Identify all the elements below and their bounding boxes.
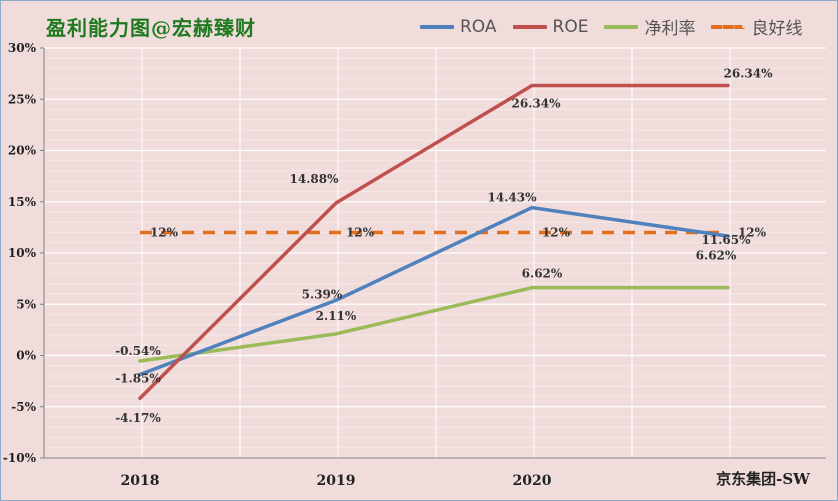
company-label: 京东集团-SW: [716, 470, 810, 488]
data-label: 6.62%: [522, 267, 563, 281]
data-label: 14.88%: [290, 172, 340, 186]
data-label: 12%: [150, 226, 179, 240]
series-line-净利率: [138, 285, 730, 363]
chart-title: 盈利能力图@宏赫臻财: [46, 16, 256, 40]
series-line-ROE: [138, 83, 730, 400]
legend-label-roa: ROA: [460, 16, 497, 37]
y-tick-label: 30%: [8, 41, 37, 55]
x-tick-label: 2019: [317, 473, 356, 489]
y-tick-label: -10%: [3, 451, 37, 465]
data-label: -4.17%: [115, 411, 161, 425]
y-tick-label: 15%: [8, 195, 37, 209]
data-label: 12%: [542, 226, 571, 240]
legend-item-roe: ROE: [512, 16, 589, 37]
series-line-ROA: [138, 205, 730, 377]
data-label: -1.85%: [115, 371, 161, 385]
data-label: 12%: [738, 226, 767, 240]
data-label: 11.65%: [702, 233, 752, 247]
legend-swatch-net-margin: [604, 24, 639, 29]
data-label: 26.34%: [512, 97, 562, 111]
y-tick-label: 10%: [8, 246, 37, 260]
data-label: 5.39%: [302, 287, 343, 301]
y-tick-label: 20%: [8, 144, 37, 158]
chart-legend: ROA ROE 净利率 良好线: [420, 14, 818, 39]
y-tick-label: 25%: [8, 92, 37, 106]
y-tick-label: -5%: [11, 400, 36, 414]
x-tick-label: 2020: [513, 473, 552, 489]
data-label: 26.34%: [724, 67, 774, 81]
legend-swatch-good-line: [711, 24, 746, 29]
legend-label-roe: ROE: [552, 16, 589, 37]
data-label: 6.62%: [696, 249, 737, 263]
legend-label-net-margin: 净利率: [644, 19, 696, 39]
legend-label-good-line: 良好线: [751, 19, 803, 39]
legend-item-roa: ROA: [420, 17, 497, 37]
y-tick-label: 0%: [16, 349, 36, 363]
legend-item-net-margin: 净利率: [604, 14, 695, 39]
legend-swatch-roa: [420, 24, 454, 29]
data-label: 14.43%: [488, 191, 538, 205]
data-label: 12%: [346, 226, 375, 240]
legend-item-good-line: 良好线: [711, 14, 802, 39]
y-tick-label: 5%: [16, 297, 36, 311]
data-label: -0.54%: [115, 344, 161, 358]
legend-swatch-roe: [512, 24, 547, 29]
x-tick-label: 2018: [121, 473, 160, 489]
data-label: 2.11%: [316, 309, 357, 323]
